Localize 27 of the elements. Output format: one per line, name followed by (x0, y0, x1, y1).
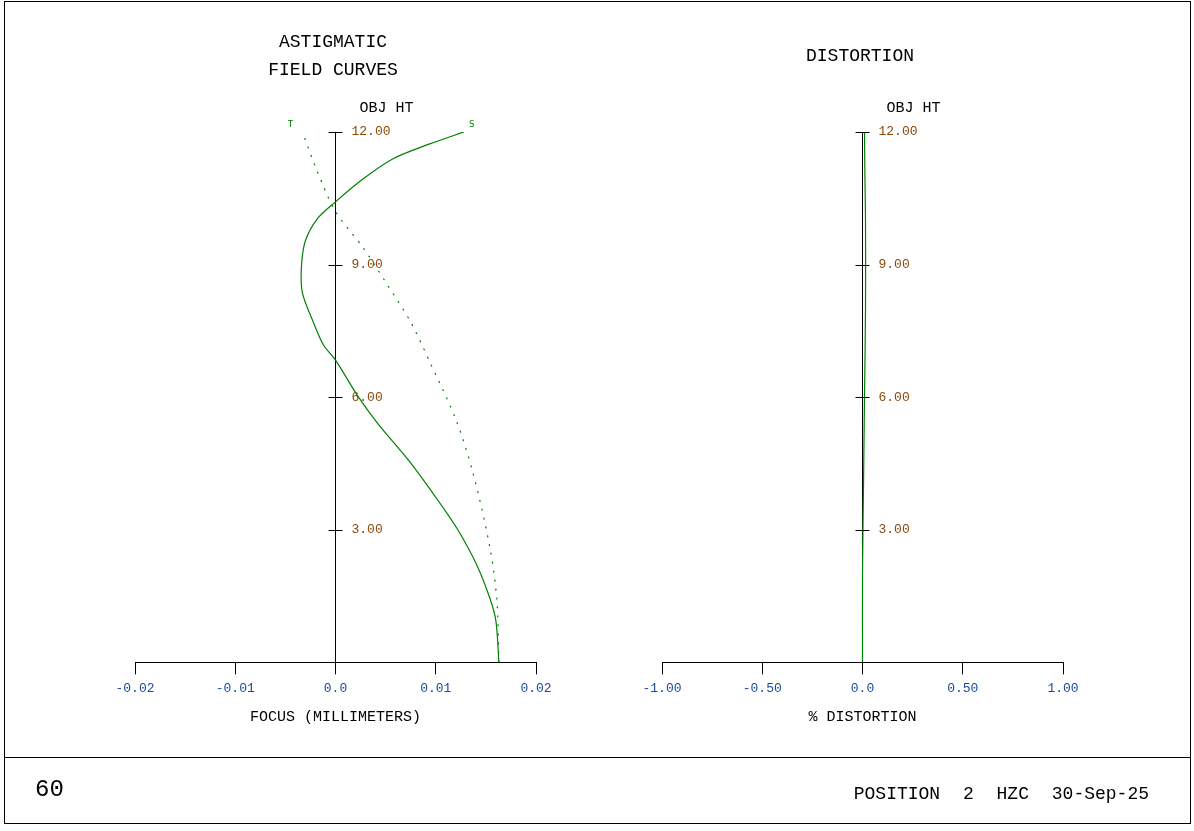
y-tick-label: 3.00 (878, 522, 910, 538)
x-axis-title: % DISTORTION (808, 708, 917, 726)
x-tick-label: -1.00 (642, 680, 682, 696)
y-tick-label: 12.00 (351, 124, 391, 140)
series-label: T (287, 118, 294, 129)
series-label: S (469, 118, 475, 129)
x-tick-label: 1.00 (1047, 680, 1079, 696)
x-tick-label: 0.0 (323, 680, 348, 696)
y-tick-label: 9.00 (878, 257, 910, 273)
y-tick-label: 12.00 (878, 124, 918, 140)
text: 60 (35, 776, 64, 803)
y-axis-title: OBJ HT (886, 100, 941, 118)
text: POSITION 2 HZC 30-Sep-25 (853, 784, 1149, 804)
y-tick-label: 9.00 (351, 257, 383, 273)
x-tick-label: 0.01 (420, 680, 452, 696)
chart-title: DISTORTION (805, 45, 915, 68)
x-tick-label: 0.0 (850, 680, 875, 696)
y-tick-label: 3.00 (351, 522, 383, 538)
x-tick-label: 0.50 (947, 680, 979, 696)
x-tick-label: -0.01 (215, 680, 255, 696)
x-tick-label: -0.02 (115, 680, 155, 696)
y-axis-title: OBJ HT (359, 100, 414, 118)
y-tick-label: 6.00 (878, 389, 910, 405)
x-axis-title: FOCUS (MILLIMETERS) (249, 708, 422, 726)
chart-title: ASTIGMATIC FIELD CURVES (267, 31, 399, 82)
x-tick-label: -0.50 (742, 680, 782, 696)
x-tick-label: 0.02 (520, 680, 552, 696)
